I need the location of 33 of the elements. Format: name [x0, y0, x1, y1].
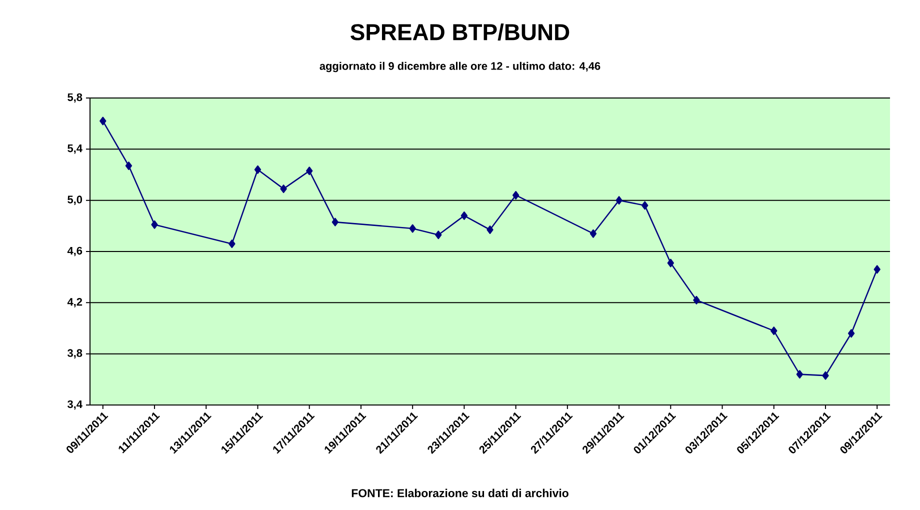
y-tick-label: 5,0 — [68, 196, 82, 206]
point — [822, 371, 829, 380]
point — [332, 218, 339, 226]
point — [796, 370, 804, 379]
point — [151, 220, 158, 229]
source-note: FONTE: Elaborazione su dati di archivio — [352, 488, 568, 498]
y-tick-label: 4,6 — [67, 246, 82, 256]
point — [486, 226, 494, 234]
point — [693, 296, 700, 304]
y-tick-label: 5,8 — [68, 93, 82, 103]
point — [280, 184, 287, 194]
point — [770, 326, 778, 336]
chart-subtitle: aggiornato il 9 dicembre alle ore 12 - ultimo dato: 4,46 — [320, 62, 600, 72]
y-tick-label: 4,2 — [67, 298, 82, 308]
point — [254, 165, 262, 174]
point — [848, 329, 855, 338]
point — [874, 265, 880, 274]
y-tick-label: 3,4 — [67, 400, 82, 410]
point — [667, 258, 674, 268]
point — [616, 196, 622, 205]
point — [590, 229, 597, 238]
point — [100, 116, 106, 126]
point — [125, 162, 132, 170]
point — [409, 224, 416, 233]
chart-title: SPREAD BTP/BUND — [350, 23, 570, 41]
y-tick-label: 5,4 — [68, 144, 82, 154]
y-tick-label: 3,8 — [67, 349, 82, 359]
point — [512, 190, 520, 200]
point — [228, 240, 236, 248]
point — [460, 211, 468, 220]
point — [306, 166, 313, 176]
point — [435, 230, 442, 240]
point — [642, 201, 648, 210]
